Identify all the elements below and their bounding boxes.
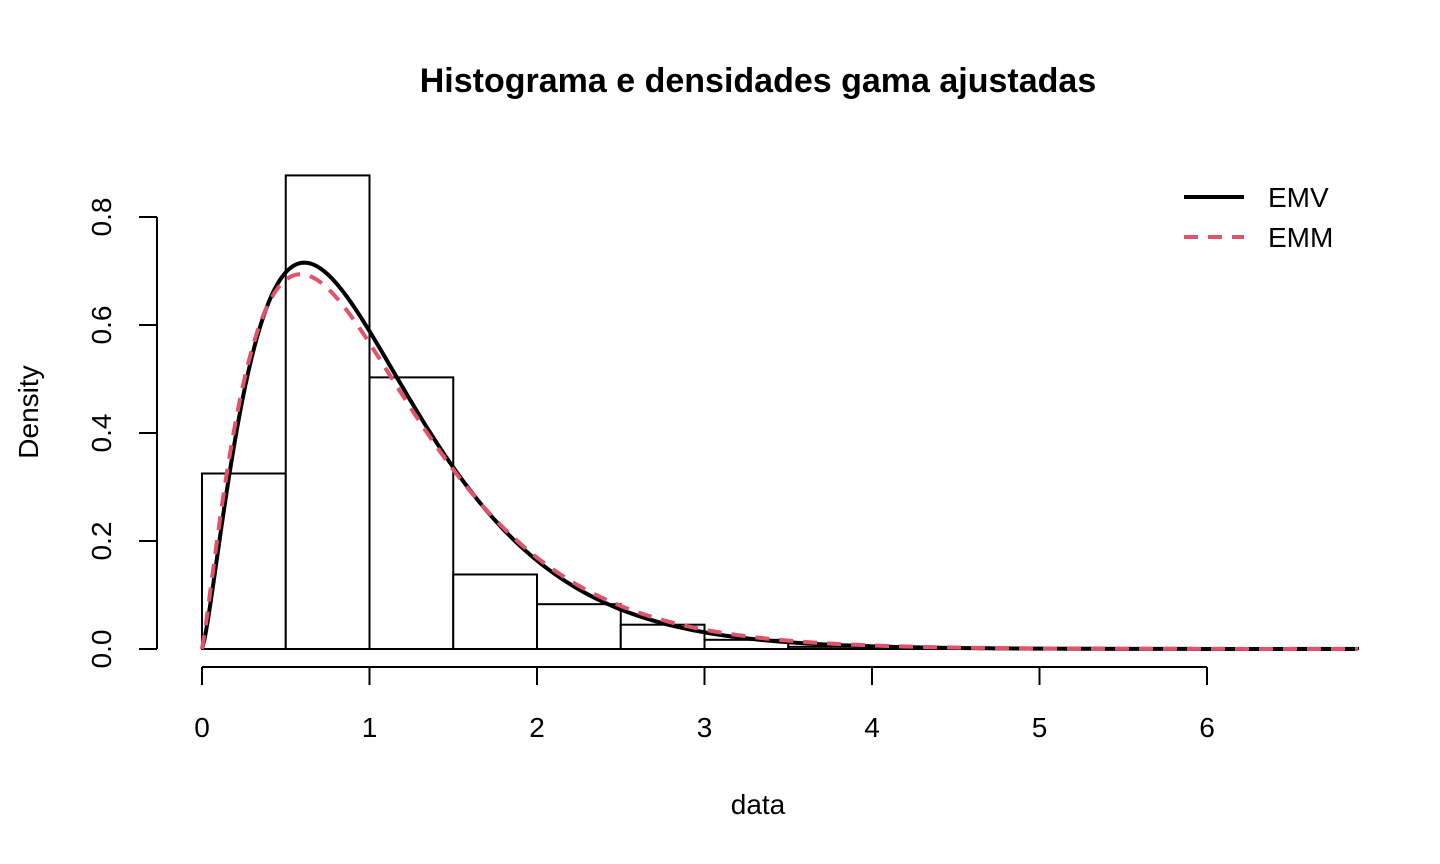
legend: EMV EMM	[1184, 182, 1333, 253]
histogram-bar	[536, 603, 622, 650]
y-tick-label: 0.2	[86, 522, 117, 561]
density-curve-emm	[200, 272, 1358, 651]
chart-title: Histograma e densidades gama ajustadas	[420, 62, 1096, 100]
density-curves	[200, 260, 1358, 651]
x-axis-label: data	[731, 789, 786, 820]
y-tick-label: 0.8	[86, 198, 117, 237]
legend-label-emm: EMM	[1268, 222, 1333, 253]
histogram-bars	[201, 174, 1359, 651]
x-tick-label: 0	[194, 712, 210, 743]
x-tick-label: 3	[697, 712, 713, 743]
histogram-bar	[452, 573, 538, 650]
y-tick-label: 0.0	[86, 630, 117, 669]
x-tick-label: 1	[362, 712, 378, 743]
histogram-bar	[284, 174, 371, 650]
x-tick-label: 5	[1032, 712, 1048, 743]
y-axis: 0.0 0.2 0.4 0.6 0.8	[86, 198, 158, 669]
y-axis-label: Density	[13, 365, 44, 458]
y-tick-label: 0.4	[86, 414, 117, 453]
legend-label-emv: EMV	[1268, 182, 1329, 213]
histogram-bar	[368, 376, 455, 650]
x-tick-label: 6	[1199, 712, 1215, 743]
x-tick-label: 2	[529, 712, 545, 743]
x-tick-label: 4	[864, 712, 880, 743]
x-axis: 0 1 2 3 4 5 6	[194, 666, 1215, 743]
y-tick-label: 0.6	[86, 306, 117, 345]
